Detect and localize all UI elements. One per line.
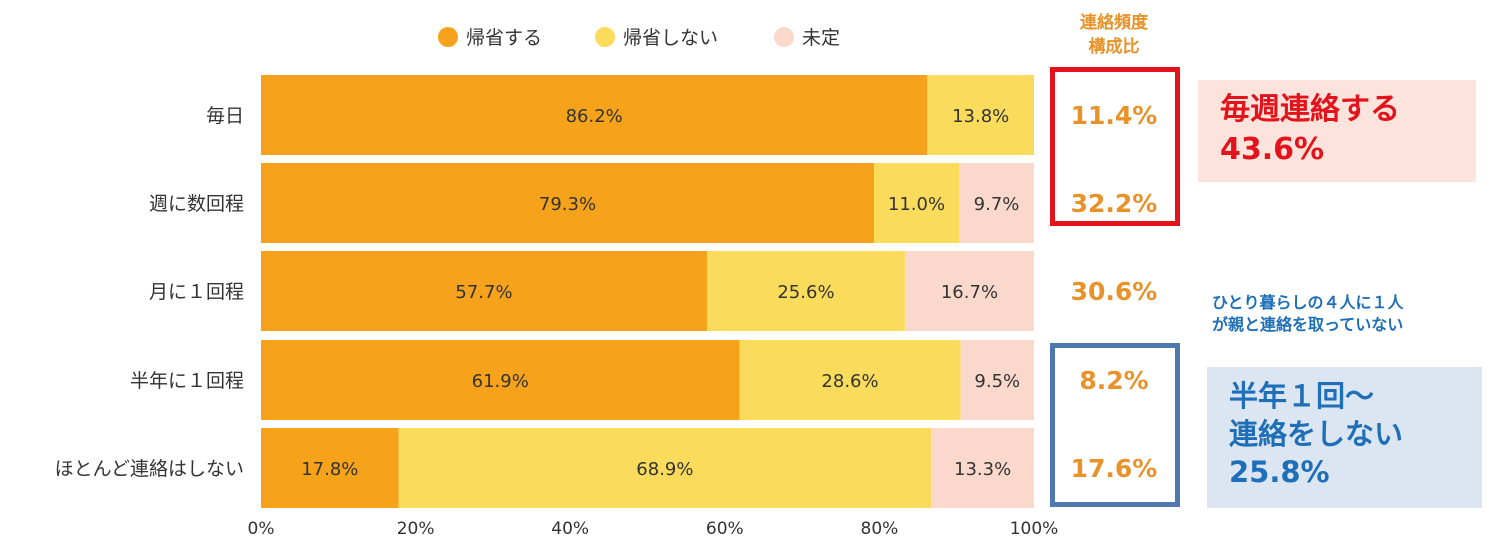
bar-1-0: [261, 163, 874, 243]
category-label-0: 毎日: [206, 105, 244, 127]
legend-label-2: 未定: [802, 27, 840, 49]
weekly-highlight-box: [1050, 67, 1180, 226]
bar-label-2-0: 57.7%: [455, 282, 512, 303]
ratio-value-3: 8.2%: [1079, 366, 1148, 395]
bar-1-2: [959, 163, 1034, 243]
legend-swatch-1: [595, 27, 615, 47]
ratio-header-line2: 構成比: [1089, 36, 1140, 57]
bar-label-3-1: 28.6%: [821, 371, 878, 392]
x-tick-2: 40%: [551, 519, 589, 539]
alone-note: ひとり暮らしの４人に１人 が親と連絡を取っていない: [1212, 292, 1498, 336]
alone-note-line1: ひとり暮らしの４人に１人: [1212, 293, 1404, 312]
bar-4-2: [931, 428, 1034, 508]
bar-2-1: [707, 251, 905, 331]
bar-0-1: [927, 75, 1034, 155]
bar-label-1-2: 9.7%: [974, 194, 1020, 215]
category-label-2: 月に１回程: [149, 281, 244, 303]
ratio-column-header: 連絡頻度 構成比: [1080, 12, 1149, 57]
legend-swatch-0: [438, 27, 458, 47]
bar-4-1: [398, 428, 932, 508]
category-label-3: 半年に１回程: [130, 370, 244, 392]
x-axis-ticks: 0% 20% 40% 60% 80% 100%: [248, 519, 1059, 539]
bar-label-1-0: 79.3%: [539, 194, 596, 215]
bar-label-3-0: 61.9%: [472, 371, 529, 392]
alone-note-line2: が親と連絡を取っていない: [1212, 315, 1404, 334]
ratio-value-0: 11.4%: [1071, 101, 1158, 130]
ratio-header-line1: 連絡頻度: [1080, 12, 1149, 33]
ratio-value-4: 17.6%: [1071, 454, 1158, 483]
ratio-values: 11.4% 32.2% 30.6% 8.2% 17.6%: [1071, 101, 1158, 483]
bar-label-0-1: 13.8%: [952, 106, 1009, 127]
category-label-1: 週に数回程: [149, 193, 244, 215]
bar-2-0: [261, 251, 708, 331]
legend-label-1: 帰省しない: [623, 27, 718, 49]
ratio-value-2: 30.6%: [1071, 277, 1158, 306]
legend: 帰省する 帰省しない 未定: [438, 27, 840, 49]
legend-swatch-2: [774, 27, 794, 47]
bar-label-3-2: 9.5%: [974, 371, 1020, 392]
rare-callout-line1: 半年１回～: [1229, 379, 1375, 413]
x-tick-1: 20%: [397, 519, 435, 539]
x-tick-3: 60%: [706, 519, 744, 539]
weekly-callout-line2: 43.6%: [1220, 132, 1325, 167]
x-tick-0: 0%: [248, 519, 275, 539]
x-tick-4: 80%: [861, 519, 899, 539]
bar-0-0: [261, 75, 928, 155]
bar-label-4-2: 13.3%: [954, 459, 1011, 480]
bar-label-2-1: 25.6%: [777, 282, 834, 303]
weekly-callout: 毎週連絡する 43.6%: [1198, 80, 1476, 182]
ratio-value-1: 32.2%: [1071, 189, 1158, 218]
weekly-callout-line1: 毎週連絡する: [1220, 92, 1400, 127]
rare-callout-line2: 連絡をしない: [1229, 417, 1404, 451]
bar-2-2: [904, 251, 1034, 331]
bar-label-2-2: 16.7%: [941, 282, 998, 303]
bar-label-4-1: 68.9%: [636, 459, 693, 480]
legend-label-0: 帰省する: [466, 27, 542, 49]
category-label-4: ほとんど連絡はしない: [55, 458, 244, 480]
bars: 86.2% 13.8% 79.3% 11.0% 9.7% 57.7% 25.6% 16.7% 6…: [261, 75, 1034, 508]
bar-4-0: [261, 428, 399, 508]
bar-3-1: [739, 340, 961, 420]
bar-label-0-0: 86.2%: [566, 106, 623, 127]
rare-callout-line3: 25.8%: [1229, 455, 1330, 489]
x-tick-5: 100%: [1010, 519, 1059, 539]
rare-callout: 半年１回～ 連絡をしない 25.8%: [1207, 367, 1482, 508]
bar-3-0: [261, 340, 740, 420]
rare-highlight-box: [1050, 343, 1180, 507]
bar-label-4-0: 17.8%: [301, 459, 358, 480]
bar-label-1-1: 11.0%: [888, 194, 945, 215]
bar-3-2: [960, 340, 1034, 420]
bar-1-1: [873, 163, 960, 243]
